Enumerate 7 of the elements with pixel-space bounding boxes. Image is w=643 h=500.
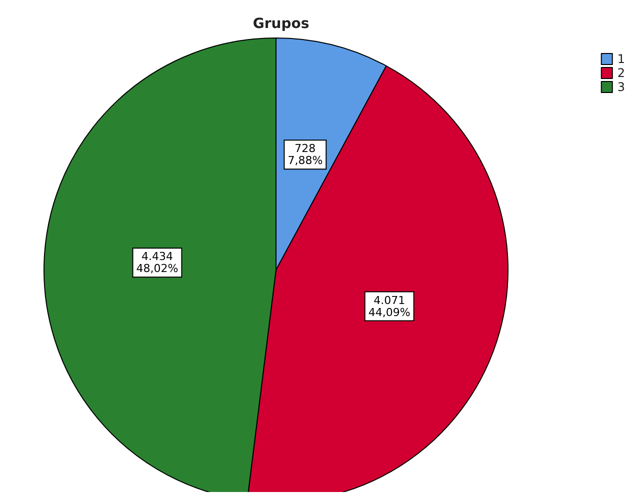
- data-label: 4.071 44,09%: [368, 294, 410, 319]
- legend-label: 3: [617, 80, 626, 94]
- chart-title: Grupos: [252, 16, 310, 32]
- data-label: 728 7,88%: [288, 142, 323, 168]
- legend-label: 2: [617, 66, 626, 80]
- data-label: 4.434 48,02%: [136, 250, 178, 276]
- legend-label: 1: [617, 52, 626, 66]
